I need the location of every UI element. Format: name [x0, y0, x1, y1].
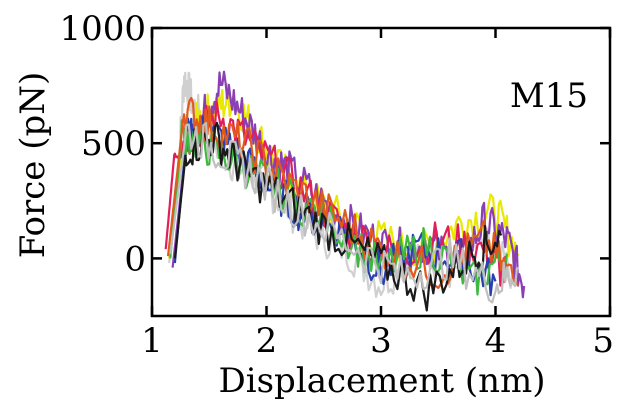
x-tick-label: 4 [485, 321, 507, 361]
y-tick-label: 0 [124, 239, 146, 279]
x-axis-label: Displacement (nm) [218, 361, 545, 400]
tick-labels: 1 2 3 4 5 0 500 1000 [59, 9, 614, 361]
x-tick-label: 2 [256, 321, 278, 361]
axis-ticks [150, 26, 612, 316]
x-tick-label: 3 [370, 321, 392, 361]
x-tick-label: 5 [592, 321, 614, 361]
series-lines [164, 70, 526, 312]
series-line-9 [169, 122, 520, 304]
y-tick-label: 1000 [59, 9, 146, 49]
annotation-label: M15 [510, 76, 588, 116]
y-axis-label: Force (pN) [13, 72, 53, 258]
x-tick-label: 1 [141, 321, 163, 361]
y-tick-label: 500 [81, 124, 146, 164]
